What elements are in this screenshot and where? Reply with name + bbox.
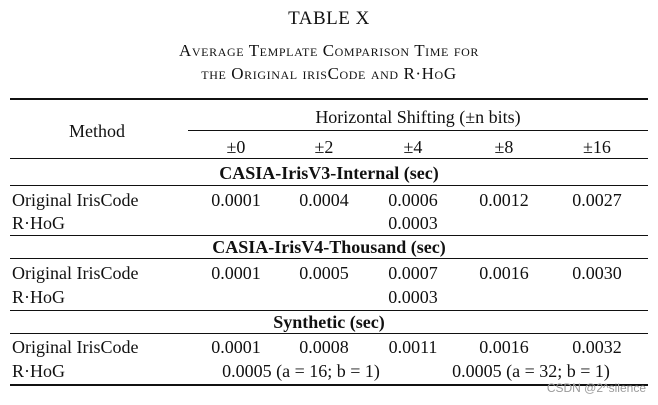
table-cell: 0.0011 [388, 337, 438, 357]
shift-header-4: ±4 [403, 137, 423, 157]
section-title: CASIA-IrisV4-Thousand (sec) [212, 237, 446, 257]
section-2-rule [10, 258, 648, 259]
row-method: Original IrisCode [12, 263, 139, 283]
shift-header-0: ±0 [226, 137, 246, 157]
section-3-rule [10, 333, 648, 334]
top-rule [10, 98, 648, 100]
method-header: Method [69, 121, 125, 141]
table-cell: 0.0008 [299, 337, 349, 357]
shift-header-16: ±16 [583, 137, 611, 157]
section-1-rule [10, 185, 648, 186]
table-label: TABLE X [288, 8, 370, 29]
csdn-watermark: CSDN @2^silence [546, 381, 646, 395]
header-bottom-rule [10, 158, 648, 159]
horizontal-shifting-header: Horizontal Shifting (±n bits) [315, 107, 521, 127]
table-cell: 0.0004 [299, 190, 349, 210]
merged-cell: 0.0005 (a = 16; b = 1) [222, 361, 380, 381]
merged-cell: 0.0003 [388, 213, 438, 233]
table-cell: 0.0012 [479, 190, 529, 210]
table-cell: 0.0016 [479, 337, 529, 357]
group-header-rule [188, 130, 648, 131]
bottom-rule [10, 384, 648, 386]
table-cell: 0.0030 [572, 263, 622, 283]
table-cell: 0.0016 [479, 263, 529, 283]
table-caption-line-2: the Original irisCode and R·HoG [201, 64, 457, 83]
table-cell: 0.0006 [388, 190, 438, 210]
table-cell: 0.0032 [572, 337, 622, 357]
row-method: R·HoG [12, 361, 65, 381]
merged-cell: 0.0005 (a = 32; b = 1) [452, 361, 610, 381]
merged-cell: 0.0003 [388, 287, 438, 307]
section-title: Synthetic (sec) [273, 312, 385, 332]
table-cell: 0.0005 [299, 263, 349, 283]
table-cell: 0.0027 [572, 190, 622, 210]
shift-header-8: ±8 [494, 137, 514, 157]
row-method: R·HoG [12, 287, 65, 307]
section-3-top-rule [10, 310, 648, 311]
row-method: Original IrisCode [12, 337, 139, 357]
row-method: R·HoG [12, 213, 65, 233]
row-method: Original IrisCode [12, 190, 139, 210]
shift-header-2: ±2 [314, 137, 334, 157]
section-title: CASIA-IrisV3-Internal (sec) [219, 163, 439, 183]
table-caption-line-1: Average Template Comparison Time for [179, 41, 479, 60]
section-2-top-rule [10, 235, 648, 236]
table-cell: 0.0001 [211, 263, 261, 283]
table-cell: 0.0001 [211, 190, 261, 210]
table-cell: 0.0001 [211, 337, 261, 357]
table-cell: 0.0007 [388, 263, 438, 283]
